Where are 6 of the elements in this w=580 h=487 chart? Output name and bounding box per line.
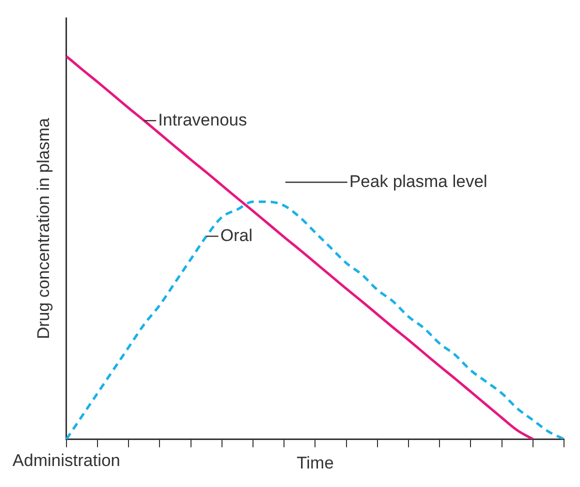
x-axis-title: Time — [296, 453, 334, 472]
series-label: Oral — [220, 226, 252, 245]
y-axis-title: Drug concentration in plasma — [34, 118, 53, 340]
annotation: Peak plasma level — [349, 172, 488, 191]
text: Administration — [12, 450, 120, 470]
series-label: Intravenous — [158, 110, 247, 130]
